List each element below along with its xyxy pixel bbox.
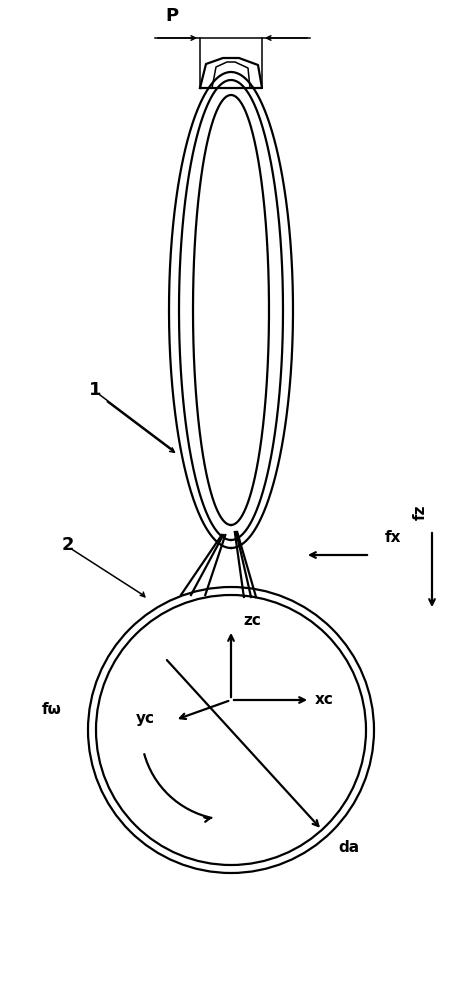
Text: 1: 1	[89, 381, 101, 399]
Text: xc: xc	[315, 692, 334, 708]
Text: da: da	[338, 840, 359, 855]
Text: yc: yc	[136, 710, 155, 726]
Text: fz: fz	[413, 504, 427, 520]
Text: P: P	[165, 7, 179, 25]
Text: zc: zc	[243, 613, 261, 628]
Text: fx: fx	[385, 530, 401, 545]
Text: 2: 2	[62, 536, 74, 554]
Text: fω: fω	[42, 702, 62, 718]
